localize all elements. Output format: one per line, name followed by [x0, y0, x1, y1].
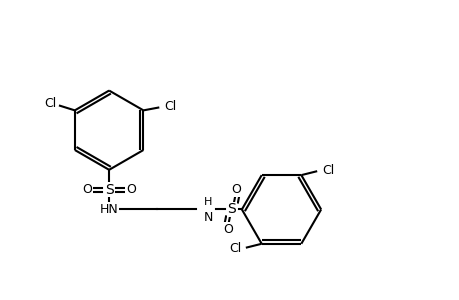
Text: S: S: [227, 202, 236, 216]
Text: Cl: Cl: [44, 97, 56, 110]
Text: O: O: [230, 183, 241, 196]
Text: N: N: [203, 212, 213, 224]
Text: Cl: Cl: [321, 164, 334, 177]
Text: O: O: [126, 183, 135, 196]
Text: H: H: [204, 197, 212, 208]
Text: Cl: Cl: [164, 100, 176, 113]
Text: O: O: [82, 183, 92, 196]
Text: Cl: Cl: [228, 242, 241, 255]
Text: S: S: [105, 183, 113, 196]
Text: HN: HN: [100, 203, 118, 216]
Text: O: O: [223, 223, 232, 236]
